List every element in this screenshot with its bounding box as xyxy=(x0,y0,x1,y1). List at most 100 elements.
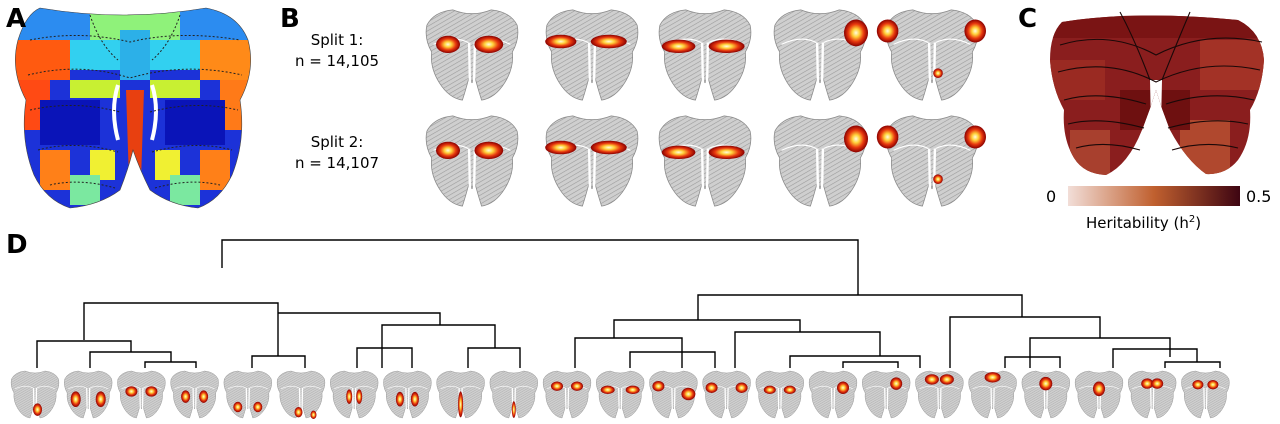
activation-blob xyxy=(545,34,577,49)
dendrogram-leaf-21 xyxy=(1074,370,1124,419)
dendrogram-leaf-11 xyxy=(542,370,592,419)
split-1-label: Split 1: n = 14,105 xyxy=(272,30,402,72)
dendrogram-links xyxy=(36,239,1221,368)
split-2-component-3 xyxy=(657,114,753,208)
dendrogram-leaf-15 xyxy=(755,370,805,419)
activation-blob xyxy=(1093,381,1105,397)
activation-blob xyxy=(590,140,627,155)
activation-blob xyxy=(199,390,209,403)
split-2-component-5 xyxy=(876,114,986,208)
activation-blob xyxy=(984,372,1001,383)
activation-blob xyxy=(310,410,317,419)
split-2-component-1 xyxy=(424,114,520,208)
activation-blob xyxy=(410,391,419,407)
split-1-count: n = 14,105 xyxy=(294,52,380,70)
dendrogram-leaf-22 xyxy=(1127,370,1177,419)
activation-blob xyxy=(474,35,504,54)
split-1-name: Split 1: xyxy=(310,31,364,49)
dendrogram-leaf-1 xyxy=(10,370,60,419)
activation-blob xyxy=(600,385,615,394)
activation-blob xyxy=(590,34,627,49)
activation-blob xyxy=(735,382,748,393)
panel-label-a: A xyxy=(6,4,27,34)
dendrogram-leaf-4 xyxy=(170,370,220,419)
activation-blob xyxy=(924,374,939,385)
split-1-component-3 xyxy=(657,8,753,102)
activation-blob xyxy=(705,382,718,393)
activation-blob xyxy=(876,19,899,43)
activation-blob xyxy=(783,385,796,394)
dendrogram-leaf-16 xyxy=(808,370,858,419)
activation-blob xyxy=(125,386,138,397)
activation-blob xyxy=(964,125,986,149)
activation-blob xyxy=(1207,379,1219,390)
split-2-label: Split 2: n = 14,107 xyxy=(272,132,402,174)
activation-blob xyxy=(652,381,665,392)
activation-blob xyxy=(933,68,943,78)
dendrogram-leaf-18 xyxy=(914,370,964,419)
split-2-name: Split 2: xyxy=(310,133,364,151)
colorbar-title: Heritability (h2) xyxy=(1086,214,1201,232)
dendrogram-leaf-19 xyxy=(968,370,1018,419)
split-1-component-1 xyxy=(424,8,520,102)
activation-blob xyxy=(708,39,745,54)
activation-blob xyxy=(661,39,696,54)
activation-blob xyxy=(233,401,243,413)
activation-blob xyxy=(545,140,577,155)
split-1-component-4 xyxy=(772,8,868,102)
activation-blob xyxy=(844,19,868,47)
activation-blob xyxy=(571,381,583,391)
activation-blob xyxy=(145,386,158,397)
activation-blob xyxy=(95,391,106,408)
activation-blob xyxy=(356,389,363,404)
activation-blob xyxy=(837,381,849,395)
activation-blob xyxy=(890,377,903,390)
activation-blob xyxy=(436,141,460,160)
activation-blob xyxy=(661,145,696,160)
dendrogram-leaf-5 xyxy=(223,370,273,419)
dendrogram-leaf-17 xyxy=(861,370,911,419)
dendrogram-leaves xyxy=(10,370,1230,419)
panel-label-b: B xyxy=(280,4,300,34)
panel-a-flatmap xyxy=(15,7,251,209)
dendrogram-leaf-2 xyxy=(63,370,113,419)
activation-blob xyxy=(1141,378,1154,389)
split-1-component-5 xyxy=(876,8,986,102)
activation-blob xyxy=(933,174,943,184)
activation-blob xyxy=(708,145,745,160)
panel-d-dendrogram xyxy=(10,239,1230,419)
dendrogram-leaf-6 xyxy=(276,370,326,419)
split-1-component-2 xyxy=(544,8,640,102)
activation-blob xyxy=(458,391,464,418)
panel-b-replication-maps xyxy=(424,8,986,208)
activation-blob xyxy=(1039,376,1053,391)
colorbar-title-superscript: 2 xyxy=(1188,214,1196,225)
split-2-count: n = 14,107 xyxy=(294,154,380,172)
dendrogram-leaf-7 xyxy=(329,370,379,419)
panel-c-heritability-map xyxy=(1050,11,1264,206)
dendrogram-leaf-20 xyxy=(1021,370,1071,419)
colorbar-min-label: 0 xyxy=(1046,187,1057,206)
activation-blob xyxy=(1151,378,1164,389)
dendrogram-leaf-23 xyxy=(1180,370,1230,419)
activation-blob xyxy=(876,125,899,149)
activation-blob xyxy=(939,374,954,385)
activation-blob xyxy=(294,407,303,418)
colorbar-title-text: Heritability (h xyxy=(1086,214,1189,232)
activation-blob xyxy=(253,401,263,413)
split-2-component-4 xyxy=(772,114,868,208)
dendrogram-leaf-9 xyxy=(436,370,486,419)
activation-blob xyxy=(436,35,460,54)
activation-blob xyxy=(181,390,191,403)
dendrogram-leaf-8 xyxy=(382,370,432,419)
colorbar xyxy=(1068,186,1240,206)
split-2-component-2 xyxy=(544,114,640,208)
activation-blob xyxy=(346,389,353,404)
dendrogram-leaf-10 xyxy=(489,370,539,419)
activation-blob xyxy=(551,381,563,391)
dendrogram-leaf-12 xyxy=(595,370,645,419)
activation-blob xyxy=(511,401,516,418)
activation-blob xyxy=(964,19,986,43)
